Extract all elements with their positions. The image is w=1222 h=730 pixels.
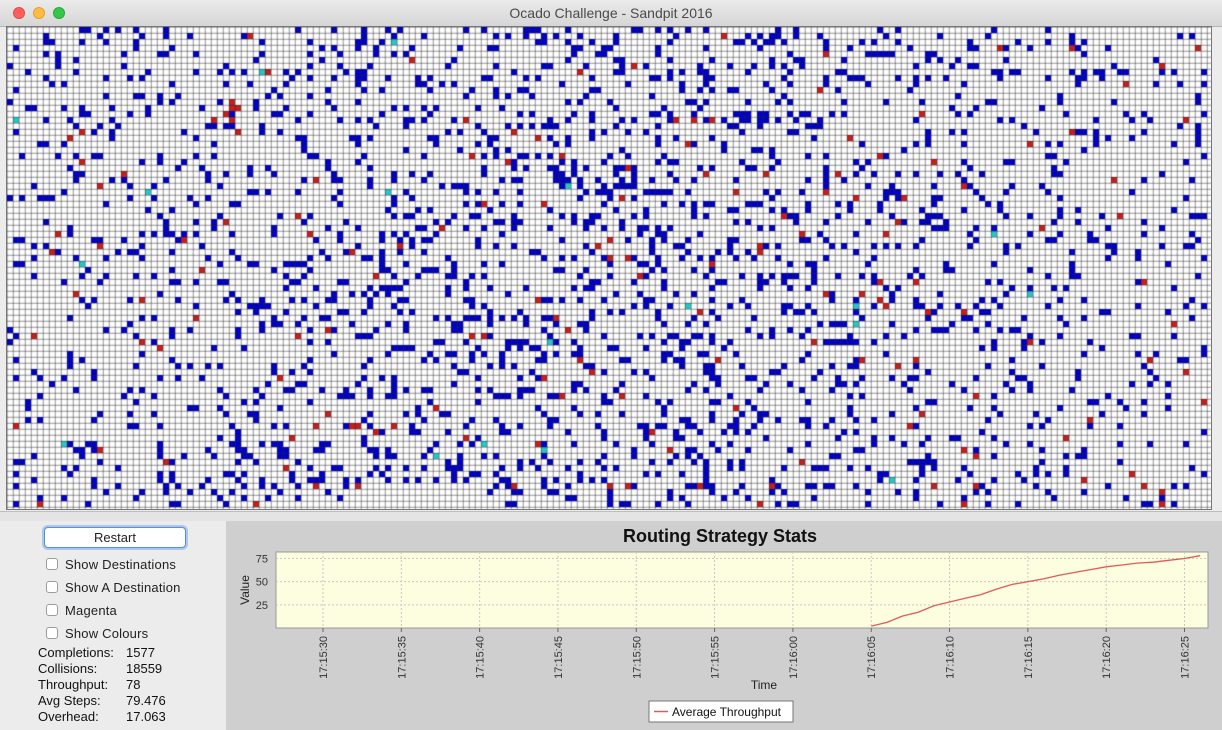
- y-tick-label: 50: [256, 577, 268, 589]
- checkbox-box[interactable]: [46, 604, 58, 616]
- show-destinations-checkbox[interactable]: Show Destinations: [46, 554, 176, 574]
- stat-overhead: Overhead: 17.063: [38, 709, 218, 725]
- series-line: [871, 555, 1201, 627]
- show-a-destination-label: Show A Destination: [65, 579, 181, 595]
- stat-value: 1577: [126, 645, 155, 660]
- y-axis-label: Value: [238, 575, 252, 605]
- restart-button[interactable]: Restart: [44, 527, 186, 548]
- checkbox-box[interactable]: [46, 627, 58, 639]
- control-panel: Restart Show Destinations Show A Destina…: [0, 521, 226, 730]
- stat-value: 17.063: [126, 709, 166, 724]
- x-axis-label: Time: [751, 678, 778, 692]
- close-window-button[interactable]: [13, 7, 25, 19]
- x-tick-label: 17:16:10: [945, 636, 957, 679]
- x-tick-label: 17:15:30: [318, 636, 330, 679]
- x-tick-label: 17:16:20: [1101, 636, 1113, 679]
- stat-value: 78: [126, 677, 141, 692]
- window-title: Ocado Challenge - Sandpit 2016: [509, 5, 713, 21]
- panel-divider: [0, 511, 1222, 522]
- plot-area: [275, 551, 1209, 629]
- stat-label: Throughput:: [38, 677, 109, 692]
- x-tick-label: 17:16:25: [1180, 636, 1192, 679]
- show-a-destination-checkbox[interactable]: Show A Destination: [46, 577, 181, 597]
- legend-label: Average Throughput: [672, 705, 782, 719]
- x-tick-label: 17:15:50: [631, 636, 643, 679]
- stat-label: Collisions:: [38, 661, 98, 676]
- stat-avg-steps: Avg Steps: 79.476: [38, 693, 218, 709]
- magenta-checkbox[interactable]: Magenta: [46, 600, 117, 620]
- stat-label: Avg Steps:: [38, 693, 101, 708]
- x-tick-label: 17:15:35: [396, 636, 408, 679]
- show-destinations-label: Show Destinations: [65, 556, 177, 572]
- stat-throughput: Throughput: 78: [38, 677, 218, 693]
- x-tick-label: 17:15:40: [475, 636, 487, 679]
- x-tick-label: 17:16:00: [788, 636, 800, 679]
- stats-list: Completions: 1577 Collisions: 18559 Thro…: [38, 645, 218, 725]
- throughput-chart: Routing Strategy Stats 25 50 75 17:15:30 17:1…: [238, 526, 1209, 723]
- warehouse-grid[interactable]: [6, 26, 1212, 510]
- stat-collisions: Collisions: 18559: [38, 661, 218, 677]
- y-tick-label: 75: [256, 553, 268, 565]
- x-tick-label: 17:15:45: [553, 636, 565, 679]
- stat-label: Overhead:: [38, 709, 99, 724]
- title-bar[interactable]: Ocado Challenge - Sandpit 2016: [0, 0, 1222, 27]
- x-tick-label: 17:16:05: [866, 636, 878, 679]
- checkbox-box[interactable]: [46, 558, 58, 570]
- maximize-window-button[interactable]: [53, 7, 65, 19]
- stat-value: 79.476: [126, 693, 166, 708]
- legend-box: [648, 700, 794, 723]
- chart-title: Routing Strategy Stats: [623, 526, 817, 546]
- stat-completions: Completions: 1577: [38, 645, 218, 661]
- stats-chart-panel: Routing Strategy Stats 25 50 75 17:15:30 17:1…: [226, 521, 1222, 730]
- stat-value: 18559: [126, 661, 163, 676]
- stat-label: Completions:: [38, 645, 114, 660]
- show-colours-checkbox[interactable]: Show Colours: [46, 623, 148, 643]
- x-tick-label: 17:16:15: [1023, 636, 1035, 679]
- minimize-window-button[interactable]: [33, 7, 45, 19]
- checkbox-box[interactable]: [46, 581, 58, 593]
- magenta-label: Magenta: [65, 602, 117, 618]
- show-colours-label: Show Colours: [65, 625, 149, 641]
- grid-canvas[interactable]: [7, 27, 1211, 509]
- x-tick-label: 17:15:55: [710, 636, 722, 679]
- y-tick-label: 25: [256, 600, 268, 612]
